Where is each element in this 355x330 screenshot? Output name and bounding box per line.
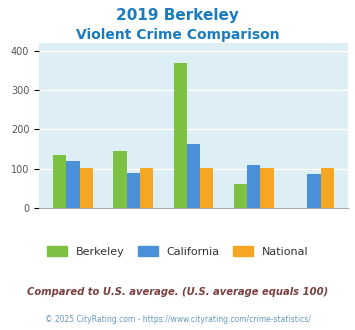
Text: Compared to U.S. average. (U.S. average equals 100): Compared to U.S. average. (U.S. average …	[27, 287, 328, 297]
Bar	[127, 173, 140, 208]
Bar	[113, 151, 127, 208]
Text: © 2025 CityRating.com - https://www.cityrating.com/crime-statistics/: © 2025 CityRating.com - https://www.city…	[45, 315, 310, 324]
Bar	[80, 168, 93, 208]
Text: Violent Crime Comparison: Violent Crime Comparison	[76, 28, 279, 42]
Bar	[140, 168, 153, 208]
Bar	[200, 168, 213, 208]
Bar	[307, 174, 321, 208]
Bar	[174, 63, 187, 208]
Bar	[66, 161, 80, 208]
Bar	[321, 168, 334, 208]
Bar	[53, 155, 66, 208]
Text: 2019 Berkeley: 2019 Berkeley	[116, 8, 239, 23]
Bar	[187, 144, 200, 208]
Bar	[260, 168, 274, 208]
Bar	[234, 184, 247, 208]
Legend: Berkeley, California, National: Berkeley, California, National	[43, 243, 312, 260]
Bar	[247, 165, 260, 208]
